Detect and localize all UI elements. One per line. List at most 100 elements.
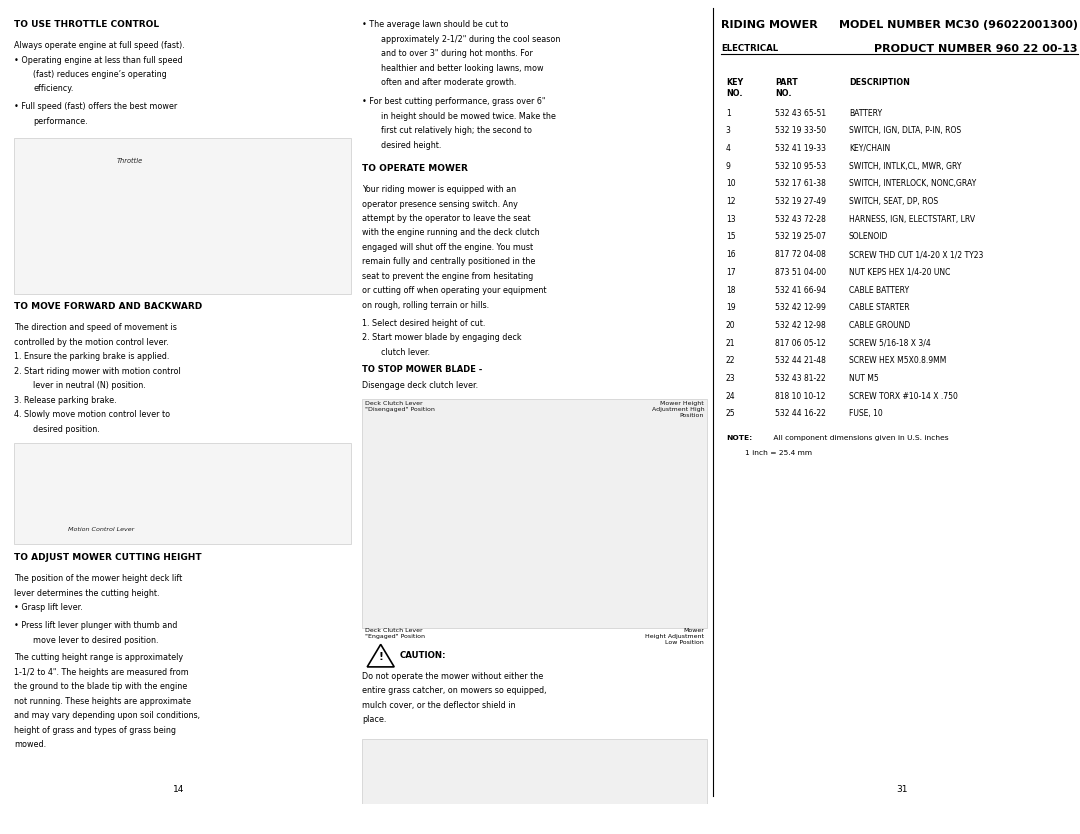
Text: TO ADJUST MOWER CUTTING HEIGHT: TO ADJUST MOWER CUTTING HEIGHT: [14, 554, 202, 562]
Text: TO STOP MOWER BLADE -: TO STOP MOWER BLADE -: [362, 365, 482, 374]
Text: 817 06 05-12: 817 06 05-12: [775, 339, 826, 348]
Text: CAUTION:: CAUTION:: [400, 651, 446, 661]
Text: SCREW TORX #10-14 X .750: SCREW TORX #10-14 X .750: [849, 392, 958, 401]
Text: Disengage deck clutch lever.: Disengage deck clutch lever.: [362, 381, 478, 390]
Bar: [14, 443, 351, 544]
Text: 4. Slowly move motion control lever to: 4. Slowly move motion control lever to: [14, 410, 171, 420]
Text: often and after moderate growth.: often and after moderate growth.: [381, 78, 516, 87]
Text: 532 41 19-33: 532 41 19-33: [775, 144, 826, 153]
Text: performance.: performance.: [33, 117, 89, 126]
Text: SWITCH, SEAT, DP, ROS: SWITCH, SEAT, DP, ROS: [849, 197, 939, 206]
Text: CABLE STARTER: CABLE STARTER: [849, 304, 909, 312]
Text: Your riding mower is equipped with an: Your riding mower is equipped with an: [362, 185, 516, 194]
Text: NOTE:: NOTE:: [726, 435, 752, 441]
Text: KEY/CHAIN: KEY/CHAIN: [849, 144, 890, 153]
Text: • Full speed (fast) offers the best mower: • Full speed (fast) offers the best mowe…: [14, 103, 177, 111]
Text: • The average lawn should be cut to: • The average lawn should be cut to: [362, 20, 509, 29]
Text: 25: 25: [726, 409, 735, 419]
Text: mowed.: mowed.: [14, 740, 46, 749]
Text: 532 42 12-99: 532 42 12-99: [775, 304, 826, 312]
Text: SOLENOID: SOLENOID: [849, 233, 888, 242]
Text: operator presence sensing switch. Any: operator presence sensing switch. Any: [362, 199, 517, 208]
Text: SCREW 5/16-18 X 3/4: SCREW 5/16-18 X 3/4: [849, 339, 931, 348]
Text: 532 17 61-38: 532 17 61-38: [775, 179, 826, 188]
Text: and may vary depending upon soil conditions,: and may vary depending upon soil conditi…: [14, 711, 200, 720]
Text: 3. Release parking brake.: 3. Release parking brake.: [14, 396, 117, 404]
Text: TO MOVE FORWARD AND BACKWARD: TO MOVE FORWARD AND BACKWARD: [14, 303, 202, 311]
Text: 4: 4: [726, 144, 731, 153]
Text: Do not operate the mower without either the: Do not operate the mower without either …: [362, 671, 543, 681]
Text: 14: 14: [173, 785, 184, 794]
Text: (fast) reduces engine’s operating: (fast) reduces engine’s operating: [33, 70, 167, 79]
Text: TO OPERATE MOWER: TO OPERATE MOWER: [362, 164, 468, 173]
Text: first cut relatively high; the second to: first cut relatively high; the second to: [381, 126, 532, 135]
Text: NUT M5: NUT M5: [849, 374, 879, 383]
Text: approximately 2-1/2" during the cool season: approximately 2-1/2" during the cool sea…: [381, 34, 561, 43]
Text: on rough, rolling terrain or hills.: on rough, rolling terrain or hills.: [362, 301, 489, 310]
Text: The direction and speed of movement is: The direction and speed of movement is: [14, 324, 177, 333]
Bar: [14, 138, 351, 294]
Text: !: !: [378, 652, 383, 662]
Text: or cutting off when operating your equipment: or cutting off when operating your equip…: [362, 286, 546, 295]
Text: CABLE BATTERY: CABLE BATTERY: [849, 285, 909, 294]
Text: RIDING MOWER: RIDING MOWER: [721, 20, 819, 30]
Text: and to over 3" during hot months. For: and to over 3" during hot months. For: [381, 49, 534, 58]
Text: 532 43 81-22: 532 43 81-22: [775, 374, 826, 383]
Text: PRODUCT NUMBER 960 22 00-13: PRODUCT NUMBER 960 22 00-13: [875, 44, 1078, 54]
Text: The position of the mower height deck lift: The position of the mower height deck li…: [14, 575, 183, 584]
Text: mulch cover, or the deflector shield in: mulch cover, or the deflector shield in: [362, 701, 515, 710]
Text: lever in neutral (N) position.: lever in neutral (N) position.: [33, 381, 146, 390]
Text: seat to prevent the engine from hesitating: seat to prevent the engine from hesitati…: [362, 272, 534, 281]
Text: Deck Clutch Lever
"Engaged" Position: Deck Clutch Lever "Engaged" Position: [365, 628, 426, 639]
Text: place.: place.: [362, 716, 387, 724]
Text: 24: 24: [726, 392, 735, 401]
Text: SWITCH, INTLK,CL, MWR, GRY: SWITCH, INTLK,CL, MWR, GRY: [849, 162, 961, 171]
Text: desired height.: desired height.: [381, 141, 442, 150]
Text: CABLE GROUND: CABLE GROUND: [849, 321, 910, 330]
Text: PART
NO.: PART NO.: [775, 78, 798, 98]
Text: 20: 20: [726, 321, 735, 330]
Text: SCREW HEX M5X0.8.9MM: SCREW HEX M5X0.8.9MM: [849, 356, 946, 365]
Text: 532 44 21-48: 532 44 21-48: [775, 356, 826, 365]
Text: 532 19 25-07: 532 19 25-07: [775, 233, 826, 242]
Text: TO USE THROTTLE CONTROL: TO USE THROTTLE CONTROL: [14, 20, 159, 29]
Text: Always operate engine at full speed (fast).: Always operate engine at full speed (fas…: [14, 41, 185, 50]
Text: healthier and better looking lawns, mow: healthier and better looking lawns, mow: [381, 63, 543, 73]
Text: SWITCH, IGN, DLTA, P-IN, ROS: SWITCH, IGN, DLTA, P-IN, ROS: [849, 126, 961, 135]
Text: FUSE, 10: FUSE, 10: [849, 409, 882, 419]
Text: 17: 17: [726, 268, 735, 277]
Text: 2. Start riding mower with motion control: 2. Start riding mower with motion contro…: [14, 367, 180, 376]
Text: NUT KEPS HEX 1/4-20 UNC: NUT KEPS HEX 1/4-20 UNC: [849, 268, 950, 277]
Text: attempt by the operator to leave the seat: attempt by the operator to leave the sea…: [362, 214, 530, 223]
Text: 532 41 66-94: 532 41 66-94: [775, 285, 826, 294]
Text: engaged will shut off the engine. You must: engaged will shut off the engine. You mu…: [362, 243, 532, 252]
Text: 532 19 33-50: 532 19 33-50: [775, 126, 826, 135]
Text: not running. These heights are approximate: not running. These heights are approxima…: [14, 696, 191, 706]
Text: • For best cutting performance, grass over 6": • For best cutting performance, grass ov…: [362, 98, 545, 107]
Text: 1 inch = 25.4 mm: 1 inch = 25.4 mm: [726, 450, 812, 455]
Text: The cutting height range is approximately: The cutting height range is approximatel…: [14, 653, 184, 662]
Text: 22: 22: [726, 356, 735, 365]
Text: 15: 15: [726, 233, 735, 242]
Text: 13: 13: [726, 215, 735, 224]
Bar: [362, 399, 707, 628]
Text: Mower
Height Adjustment
Low Position: Mower Height Adjustment Low Position: [645, 628, 704, 645]
Text: 532 43 72-28: 532 43 72-28: [775, 215, 826, 224]
Text: All component dimensions given in U.S. inches: All component dimensions given in U.S. i…: [771, 435, 948, 441]
Text: controlled by the motion control lever.: controlled by the motion control lever.: [14, 338, 168, 347]
Text: 873 51 04-00: 873 51 04-00: [775, 268, 826, 277]
Text: lever determines the cutting height.: lever determines the cutting height.: [14, 589, 160, 598]
Text: 2. Start mower blade by engaging deck: 2. Start mower blade by engaging deck: [362, 333, 522, 342]
Text: Deck Clutch Lever
"Disengaged" Position: Deck Clutch Lever "Disengaged" Position: [365, 401, 435, 412]
Text: 1. Select desired height of cut.: 1. Select desired height of cut.: [362, 319, 485, 328]
Text: 818 10 10-12: 818 10 10-12: [775, 392, 826, 401]
Text: Throttle: Throttle: [117, 158, 143, 163]
Text: HARNESS, IGN, ELECTSTART, LRV: HARNESS, IGN, ELECTSTART, LRV: [849, 215, 975, 224]
Text: • Press lift lever plunger with thumb and: • Press lift lever plunger with thumb an…: [14, 621, 177, 630]
Polygon shape: [367, 645, 394, 667]
Text: 12: 12: [726, 197, 735, 206]
Text: 19: 19: [726, 304, 735, 312]
Text: 532 43 65-51: 532 43 65-51: [775, 108, 826, 118]
Text: 31: 31: [896, 785, 907, 794]
Text: the ground to the blade tip with the engine: the ground to the blade tip with the eng…: [14, 682, 187, 691]
